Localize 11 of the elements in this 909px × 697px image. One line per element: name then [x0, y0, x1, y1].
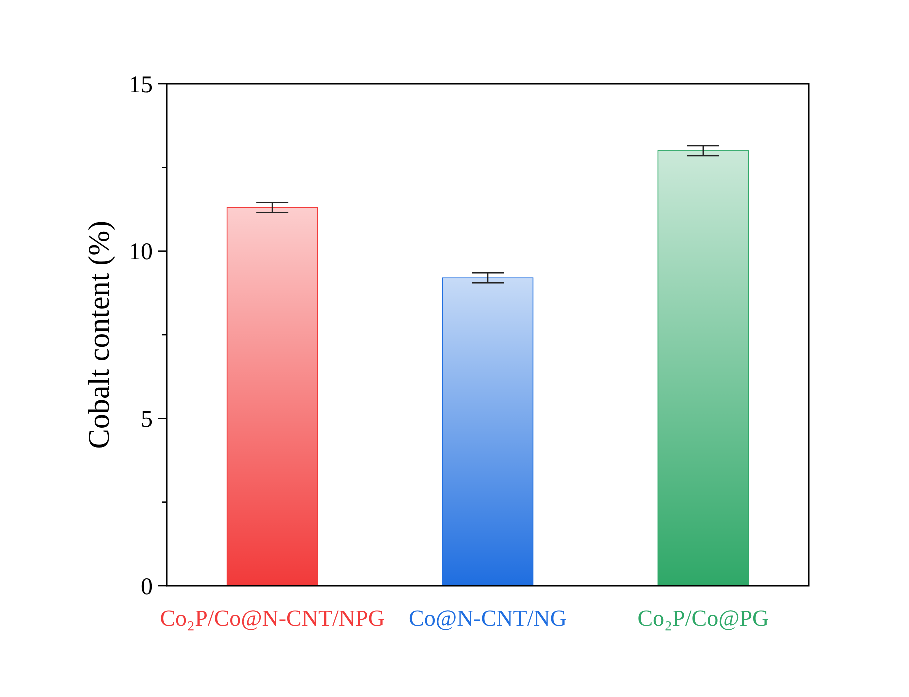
y-tick-label: 10 — [129, 240, 153, 266]
x-tick-label: Co₂P/Co@N-CNT/NPG — [160, 606, 385, 631]
x-tick-label: Co@N-CNT/NG — [409, 606, 567, 631]
bar — [658, 150, 750, 586]
y-tick-label: 5 — [141, 407, 153, 434]
y-axis-title: Cobalt content (%) — [83, 220, 116, 450]
y-tick-label: 15 — [129, 72, 153, 98]
y-tick-label: 0 — [141, 574, 153, 600]
x-tick-label: Co₂P/Co@PG — [638, 606, 770, 631]
bar — [442, 278, 534, 586]
bar — [226, 207, 318, 586]
